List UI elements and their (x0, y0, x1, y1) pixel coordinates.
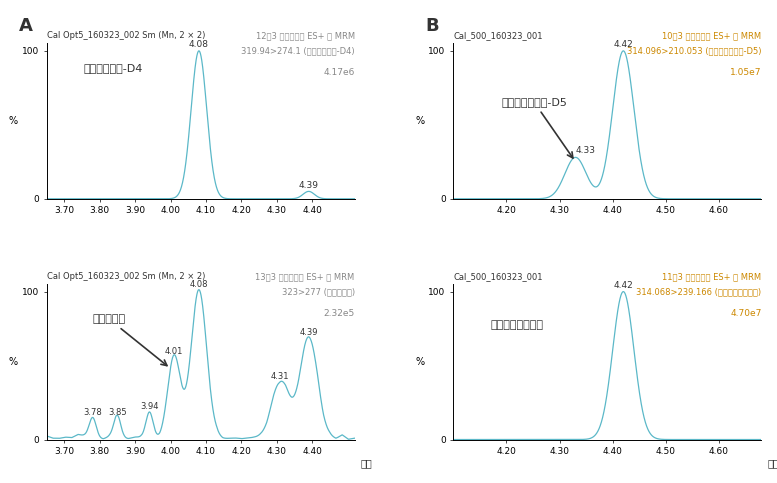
Text: 4.31: 4.31 (271, 372, 290, 381)
Y-axis label: %: % (416, 116, 425, 126)
Text: 12：3 チャンネル ES+ の MRM: 12：3 チャンネル ES+ の MRM (256, 31, 355, 41)
Text: 4.42: 4.42 (614, 41, 633, 49)
Text: 1.05e7: 1.05e7 (730, 68, 761, 77)
Text: 4.17e6: 4.17e6 (323, 68, 355, 77)
Text: 時間: 時間 (768, 458, 777, 468)
Text: フルニトラゼパム: フルニトラゼパム (490, 320, 543, 330)
Text: A: A (19, 17, 33, 35)
Text: 13：3 チャンネル ES+ の MRM: 13：3 チャンネル ES+ の MRM (256, 272, 355, 281)
Text: 4.33: 4.33 (576, 146, 595, 155)
Text: 2.32e5: 2.32e5 (323, 309, 355, 318)
Text: 11：3 チャンネル ES+ の MRM: 11：3 チャンネル ES+ の MRM (662, 272, 761, 281)
Text: 314.096>210.053 (アルプラゾラム-D5): 314.096>210.053 (アルプラゾラム-D5) (627, 46, 761, 56)
Text: 4.08: 4.08 (190, 281, 208, 289)
Text: Cal_500_160323_001: Cal_500_160323_001 (453, 31, 543, 41)
Text: アルプラゾラム-D5: アルプラゾラム-D5 (501, 97, 573, 158)
Text: 323>277 (ロラゼパム): 323>277 (ロラゼパム) (281, 287, 355, 296)
Text: 314.068>239.166 (フルニトラゼパム): 314.068>239.166 (フルニトラゼパム) (636, 287, 761, 296)
Y-axis label: %: % (9, 116, 18, 126)
Text: Cal Opt5_160323_002 Sm (Mn, 2 × 2): Cal Opt5_160323_002 Sm (Mn, 2 × 2) (47, 31, 205, 41)
Text: ロラゼパム: ロラゼパム (92, 314, 167, 366)
Text: 3.78: 3.78 (83, 408, 102, 417)
Text: 4.42: 4.42 (614, 281, 633, 290)
Text: Cal_500_160323_001: Cal_500_160323_001 (453, 272, 543, 281)
Text: 4.08: 4.08 (189, 41, 209, 49)
Y-axis label: %: % (9, 357, 18, 367)
Text: Cal Opt5_160323_002 Sm (Mn, 2 × 2): Cal Opt5_160323_002 Sm (Mn, 2 × 2) (47, 272, 205, 281)
Text: 時間: 時間 (361, 458, 373, 468)
Text: 10：3 チャンネル ES+ の MRM: 10：3 チャンネル ES+ の MRM (662, 31, 761, 41)
Text: 4.39: 4.39 (299, 328, 318, 337)
Text: 4.01: 4.01 (165, 347, 183, 356)
Text: 3.85: 3.85 (108, 408, 127, 417)
Y-axis label: %: % (416, 357, 425, 367)
Text: クロナゼパム-D4: クロナゼパム-D4 (84, 63, 143, 73)
Text: 4.70e7: 4.70e7 (730, 309, 761, 318)
Text: 3.94: 3.94 (140, 402, 159, 411)
Text: 4.39: 4.39 (298, 181, 319, 190)
Text: B: B (426, 17, 439, 35)
Text: 319.94>274.1 (クロナゼパム-D4): 319.94>274.1 (クロナゼパム-D4) (241, 46, 355, 56)
